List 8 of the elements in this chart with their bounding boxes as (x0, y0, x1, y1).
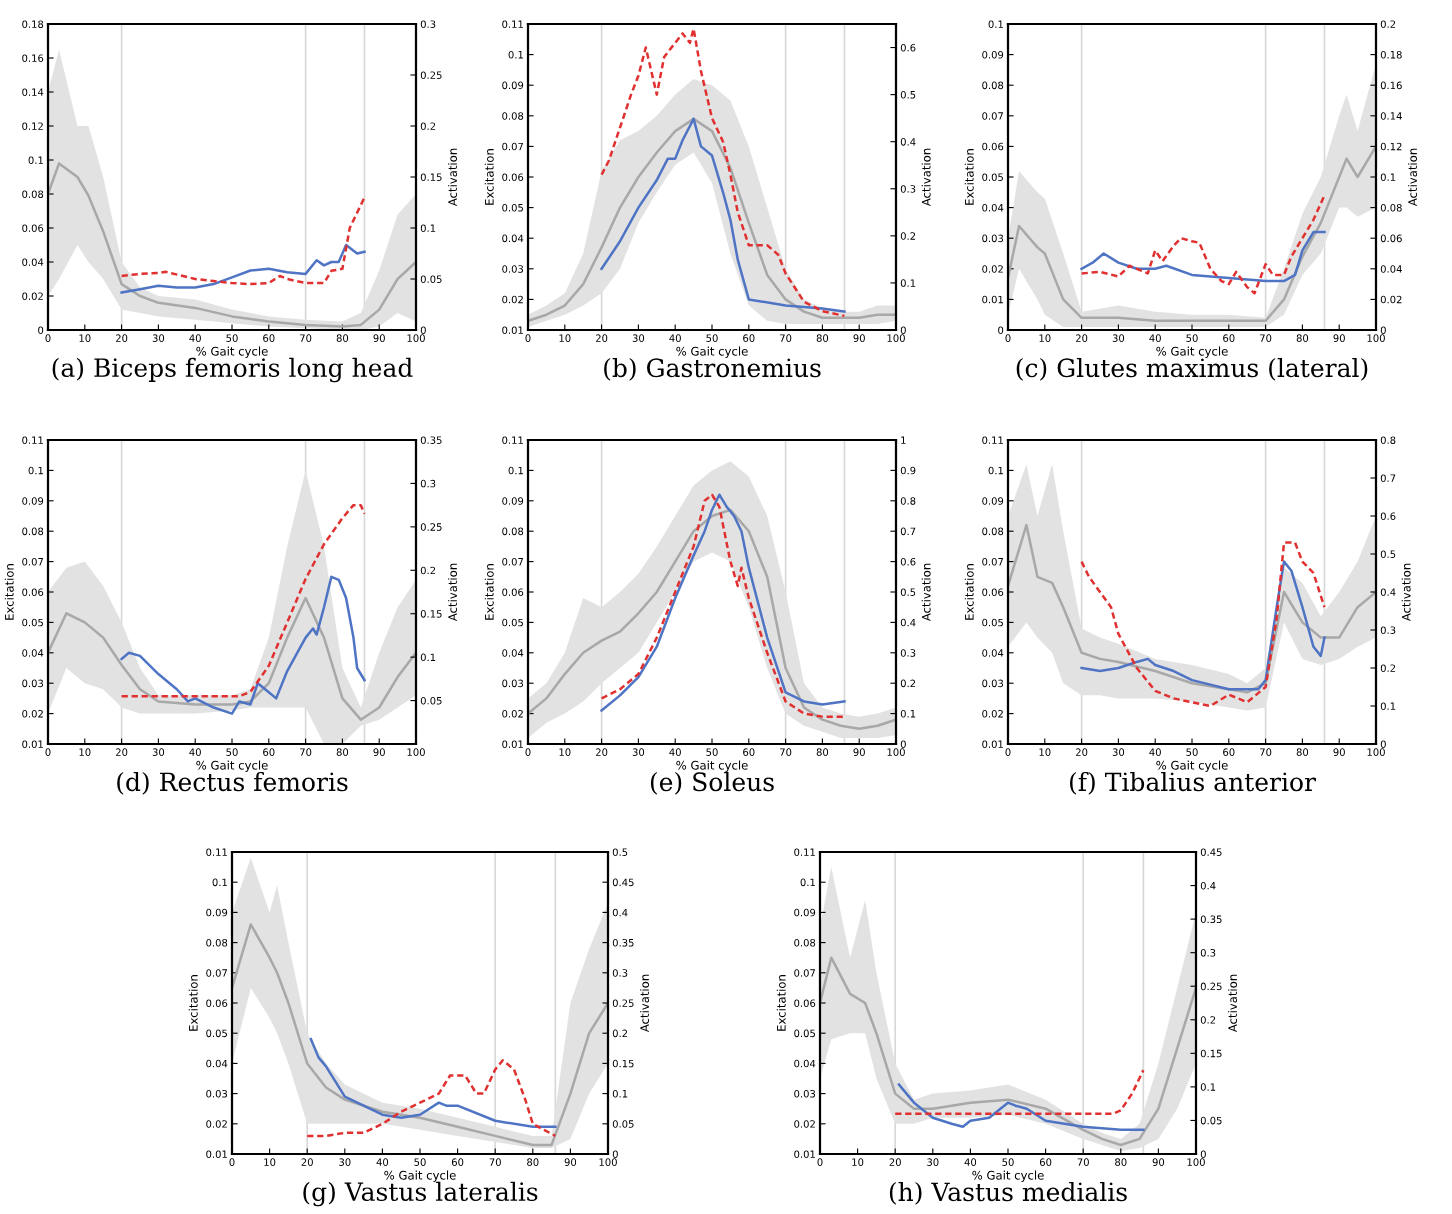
text: (f) Tibalius anterior (1070, 771, 1316, 795)
text: (d) Rectus femoris (117, 771, 348, 795)
text: (h) Vastus medialis (889, 1181, 1127, 1205)
text: (b) Gastronemius (604, 357, 821, 381)
text: (c) Glutes maximus (lateral) (1016, 357, 1368, 381)
text: (e) Soleus (650, 771, 774, 795)
text: (a) Biceps femoris long head (52, 357, 413, 383)
text: (g) Vastus lateralis (303, 1181, 538, 1207)
